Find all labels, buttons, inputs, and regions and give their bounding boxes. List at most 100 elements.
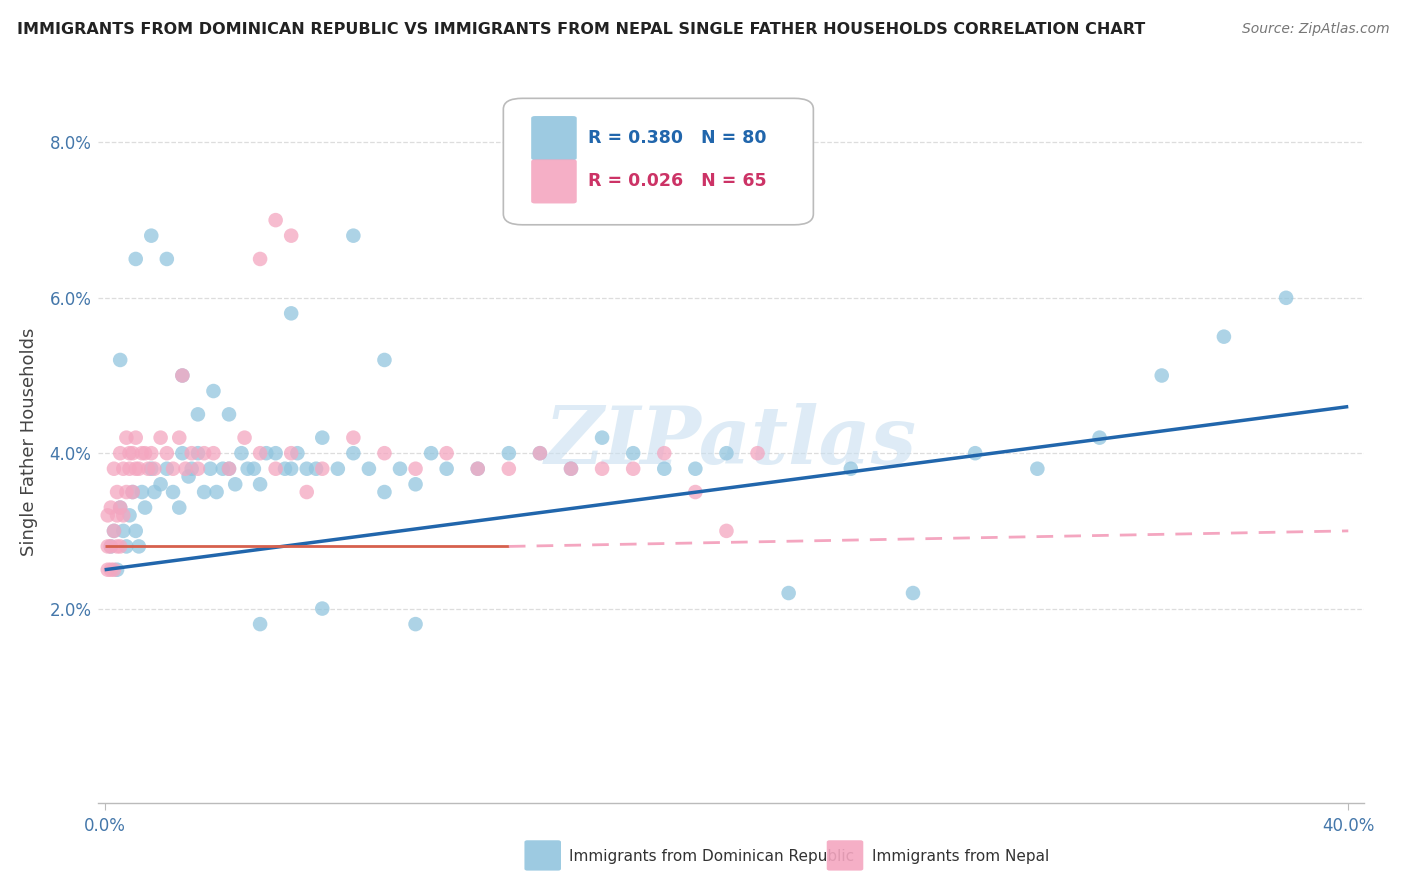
Point [652,446,675,460]
Point [280,228,302,243]
Point [97,508,120,523]
Point [1212,329,1234,343]
Point [180,461,202,475]
Point [218,408,240,422]
Point [118,508,141,523]
Point [839,461,862,475]
Point [305,461,328,475]
Point [202,384,225,398]
Point [264,461,287,475]
Point [187,446,209,460]
Point [560,461,582,475]
Point [311,431,333,445]
Point [174,461,197,475]
Point [156,461,179,475]
Point [236,461,259,475]
Point [100,500,122,515]
Point [172,368,194,383]
Point [105,563,128,577]
Point [420,446,443,460]
Point [125,524,148,538]
Point [249,617,271,632]
Point [167,431,190,445]
Point [778,586,800,600]
Point [295,485,318,500]
Point [1088,431,1111,445]
Point [100,540,122,554]
Point [342,446,364,460]
Point [108,540,131,554]
Point [200,461,222,475]
Point [1275,291,1298,305]
Point [224,477,246,491]
Point [436,446,458,460]
Point [233,431,256,445]
Point [342,228,364,243]
Point [118,446,141,460]
Point [436,461,458,475]
Point [249,252,271,266]
Point [326,461,349,475]
Point [108,500,131,515]
Point [295,461,318,475]
Point [280,306,302,320]
Point [105,508,128,523]
Point [249,446,271,460]
Text: Immigrants from Dominican Republic: Immigrants from Dominican Republic [569,849,855,863]
Point [529,446,551,460]
Point [115,431,138,445]
Point [108,353,131,368]
Text: IMMIGRANTS FROM DOMINICAN REPUBLIC VS IMMIGRANTS FROM NEPAL SINGLE FATHER HOUSEH: IMMIGRANTS FROM DOMINICAN REPUBLIC VS IM… [17,22,1144,37]
Point [202,446,225,460]
Point [373,353,395,368]
Point [112,524,135,538]
Point [103,524,125,538]
Point [156,446,179,460]
Point [112,461,135,475]
Point [388,461,411,475]
Point [193,446,215,460]
Point [162,485,184,500]
Point [264,213,287,227]
Point [901,586,924,600]
Point [115,485,138,500]
Point [97,540,120,554]
Point [143,485,166,500]
Point [467,461,489,475]
Point [105,485,128,500]
Point [103,524,125,538]
Text: Immigrants from Nepal: Immigrants from Nepal [872,849,1049,863]
Point [134,446,156,460]
Point [103,563,125,577]
Point [621,446,644,460]
Y-axis label: Single Father Households: Single Father Households [20,327,38,556]
Point [149,431,172,445]
Point [118,461,141,475]
FancyBboxPatch shape [531,116,576,161]
Point [177,469,200,483]
Point [167,500,190,515]
Point [180,446,202,460]
Point [231,446,253,460]
Point [141,461,163,475]
Point [652,461,675,475]
Point [125,252,148,266]
Point [172,368,194,383]
Point [121,485,143,500]
Point [97,563,120,577]
Point [156,252,179,266]
Point [405,461,427,475]
Point [405,617,427,632]
Text: R = 0.380   N = 80: R = 0.380 N = 80 [588,129,766,147]
Point [1150,368,1173,383]
Point [685,485,707,500]
Point [264,446,287,460]
Point [141,446,163,460]
Point [121,446,143,460]
Point [121,485,143,500]
Point [218,461,240,475]
Point [280,446,302,460]
Point [100,563,122,577]
Point [498,461,520,475]
Point [100,540,122,554]
